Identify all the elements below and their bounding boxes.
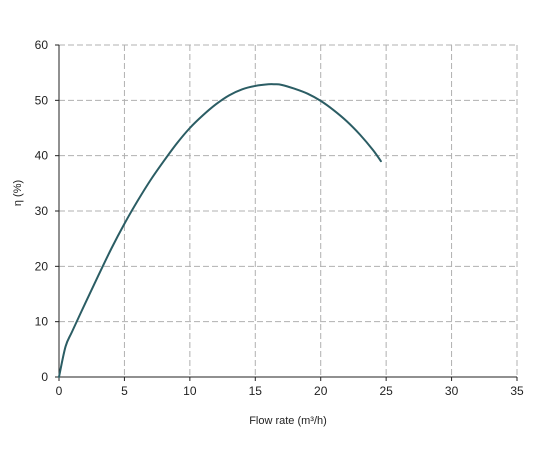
y-axis-ticks: 0 10 20 30 40 50 60 bbox=[35, 38, 59, 384]
x-axis-label: Flow rate (m³/h) bbox=[249, 415, 327, 427]
x-tick-label-20: 20 bbox=[314, 384, 328, 398]
x-tick-label-10: 10 bbox=[183, 384, 197, 398]
y-tick-label-40: 40 bbox=[35, 149, 49, 163]
y-tick-label-50: 50 bbox=[35, 93, 49, 107]
y-tick-label-30: 30 bbox=[35, 204, 49, 218]
y-tick-label-60: 60 bbox=[35, 38, 49, 52]
x-tick-label-35: 35 bbox=[510, 384, 524, 398]
y-tick-label-0: 0 bbox=[41, 370, 48, 384]
grid bbox=[59, 44, 518, 377]
series-group bbox=[58, 83, 382, 378]
efficiency-curve-line bbox=[58, 83, 382, 378]
y-axis-label: η (%) bbox=[12, 180, 24, 206]
y-tick-label-10: 10 bbox=[35, 315, 49, 329]
x-tick-label-15: 15 bbox=[249, 384, 263, 398]
x-tick-label-0: 0 bbox=[56, 384, 63, 398]
x-tick-label-30: 30 bbox=[445, 384, 459, 398]
y-tick-label-20: 20 bbox=[35, 259, 49, 273]
x-tick-label-25: 25 bbox=[379, 384, 393, 398]
x-tick-label-5: 5 bbox=[121, 384, 128, 398]
x-axis-ticks: 0 5 10 15 20 25 30 35 bbox=[56, 377, 524, 398]
